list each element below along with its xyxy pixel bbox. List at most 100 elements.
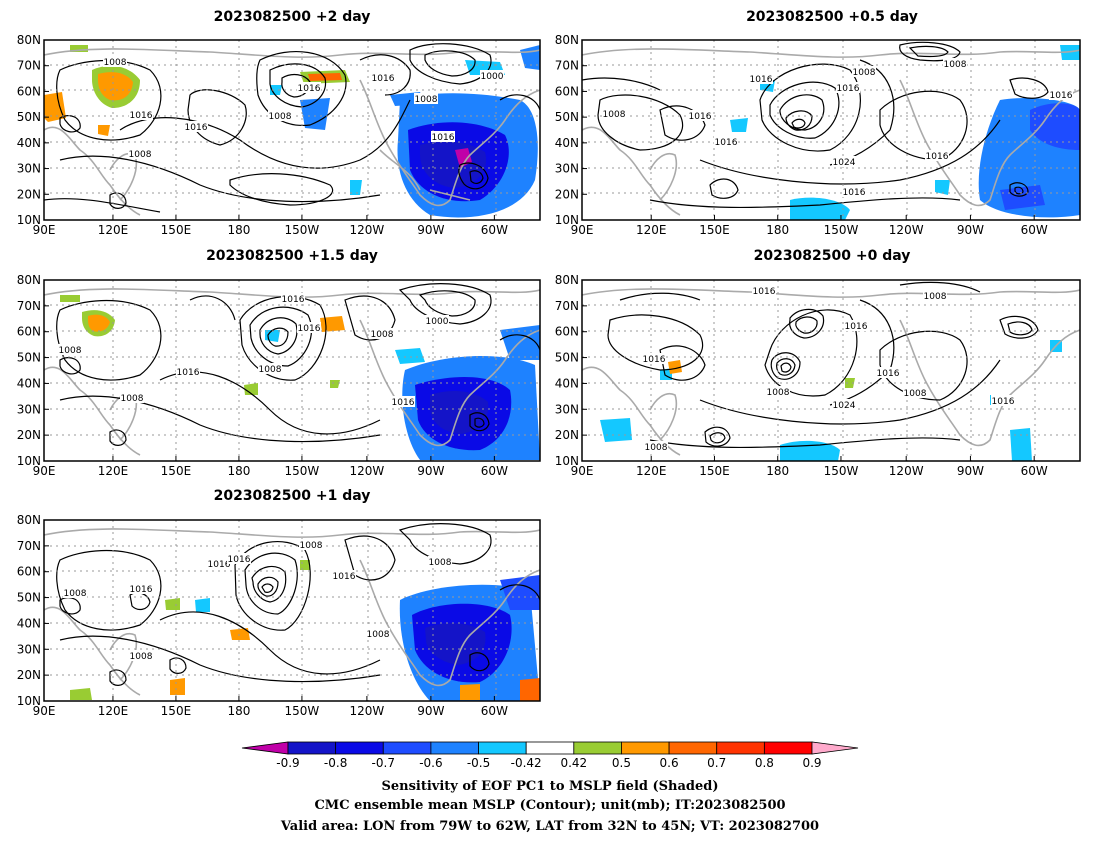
lat-tick-label: 60N xyxy=(17,565,41,579)
panel-plus1day: 2023082500 +1 day xyxy=(43,488,541,702)
contour-label: 1016 xyxy=(392,398,415,408)
gridlines xyxy=(44,520,540,701)
lon-tick-label: 120W xyxy=(350,223,385,237)
map-plot: 1016 1016 1008 1000 1008 1016 1008 1008 … xyxy=(44,280,540,461)
contour-label: 1016 xyxy=(372,74,395,84)
gridlines xyxy=(582,40,1080,220)
contour-label: 1000 xyxy=(426,317,449,327)
lat-tick-label: 50N xyxy=(555,351,579,365)
colorbar-tick-label: -0.8 xyxy=(324,756,347,770)
lon-tick-label: 150W xyxy=(285,223,320,237)
lon-tick-label: 90W xyxy=(417,223,444,237)
lat-tick-label: 30N xyxy=(555,402,579,416)
contour-label: 1008 xyxy=(130,652,153,662)
coastlines xyxy=(44,48,540,216)
lat-tick-label: 30N xyxy=(17,402,41,416)
lon-tick-label: 150E xyxy=(161,704,192,718)
sensitivity-shading xyxy=(600,340,1062,461)
contour-label: 1016 xyxy=(177,368,200,378)
contour-labels: 1016 1008 1016 1016 1008 1024 1016 1008 … xyxy=(642,285,1015,453)
lat-tick-label: 60N xyxy=(555,84,579,98)
lat-tick-label: 70N xyxy=(17,59,41,73)
panel-plus2day: 2023082500 +2 day xyxy=(43,9,541,221)
contour-label: 1016 xyxy=(1050,91,1073,101)
sensitivity-shading xyxy=(195,575,540,701)
contour-label: 1008 xyxy=(300,541,323,551)
gridlines xyxy=(582,280,1080,461)
contour-label: 1016 xyxy=(837,84,860,94)
contour-label: 1016 xyxy=(715,138,738,148)
lon-tick-label: 90E xyxy=(33,704,56,718)
caption-line-3: Valid area: LON from 79W to 62W, LAT fro… xyxy=(280,819,819,834)
contour-label: 1016 xyxy=(208,560,231,570)
lat-tick-label: 20N xyxy=(555,428,579,442)
contour-label: 1016 xyxy=(750,75,773,85)
contour-label: 1024 xyxy=(833,158,856,168)
map-frame xyxy=(581,279,1081,462)
map-plot: 1016 1008 1008 1016 1016 1016 1024 1016 … xyxy=(582,40,1080,220)
lat-tick-label: 80N xyxy=(17,33,41,47)
lat-tick-label: 40N xyxy=(555,376,579,390)
lat-tick-label: 80N xyxy=(17,513,41,527)
colorbar-tick-label: -0.5 xyxy=(467,756,490,770)
lat-tick-label: 70N xyxy=(17,539,41,553)
coastlines xyxy=(582,288,1080,456)
lat-tick-label: 20N xyxy=(17,668,41,682)
lon-tick-label: 150E xyxy=(699,223,730,237)
lon-tick-label: 180 xyxy=(766,223,789,237)
contour-label: 1016 xyxy=(298,84,321,94)
lon-tick-label: 60W xyxy=(1021,464,1048,478)
contour-label: 1016 xyxy=(992,397,1015,407)
lat-tick-label: 10N xyxy=(17,454,41,468)
colorbar-segment xyxy=(382,741,432,755)
panel-plus1-5day: 2023082500 +1.5 day xyxy=(43,248,541,462)
lat-tick-label: 40N xyxy=(555,136,579,150)
lon-tick-label: 90E xyxy=(571,464,594,478)
contour-label: 1016 xyxy=(753,287,776,297)
lat-tick-label: 70N xyxy=(17,299,41,313)
colorbar-min-arrow xyxy=(241,741,289,755)
colorbar-tick-label: 0.6 xyxy=(660,756,679,770)
lat-tick-label: 10N xyxy=(555,454,579,468)
lat-tick-label: 40N xyxy=(17,136,41,150)
colorbar-tick-label: 0.8 xyxy=(755,756,774,770)
contour-label: 1008 xyxy=(367,630,390,640)
lat-tick-label: 60N xyxy=(17,84,41,98)
lat-tick-label: 30N xyxy=(17,162,41,176)
map-frame xyxy=(43,39,541,221)
colorbar-segment xyxy=(668,741,718,755)
lon-tick-label: 180 xyxy=(227,464,250,478)
contour-labels: 1016 1016 1008 1000 1008 1016 1008 1008 … xyxy=(58,293,449,408)
lat-tick-label: 20N xyxy=(17,187,41,201)
lon-tick-label: 90E xyxy=(571,223,594,237)
map-plot: 1008 1016 1016 1000 1008 1016 1016 1016 … xyxy=(44,40,540,220)
contour-label: 1008 xyxy=(415,95,438,105)
contour-label: 1008 xyxy=(767,388,790,398)
panel-plus0-5day: 2023082500 +0.5 day xyxy=(581,9,1081,221)
caption-line-2: CMC ensemble mean MSLP (Contour); unit(m… xyxy=(314,798,785,813)
sensitivity-shading xyxy=(265,325,540,460)
lat-tick-label: 50N xyxy=(17,351,41,365)
colorbar-tick-label: 0.42 xyxy=(560,756,587,770)
contour-label: 1016 xyxy=(130,111,153,121)
contour-label: 1016 xyxy=(333,572,356,582)
contour-label: 1008 xyxy=(645,443,668,453)
lon-tick-label: 90E xyxy=(33,223,56,237)
map-plot: 1016 1016 1008 1016 1008 1008 1016 1008 … xyxy=(44,520,540,701)
positive-shading xyxy=(668,360,855,388)
colorbar-tick-label: -0.6 xyxy=(419,756,442,770)
mslp-contours xyxy=(582,41,1049,209)
colorbar-segment xyxy=(573,741,622,755)
lon-tick-label: 120W xyxy=(350,464,385,478)
contour-label: 1016 xyxy=(130,585,153,595)
contour-label: 1016 xyxy=(432,133,455,143)
caption-line-1: Sensitivity of EOF PC1 to MSLP field (Sh… xyxy=(381,779,718,794)
sensitivity-shading xyxy=(730,45,1080,220)
lon-tick-label: 120E xyxy=(98,704,129,718)
colorbar-tick-label: 0.9 xyxy=(802,756,821,770)
lon-tick-label: 90W xyxy=(957,223,984,237)
contour-label: 1016 xyxy=(877,369,900,379)
contour-labels: 1016 1008 1008 1016 1016 1016 1024 1016 … xyxy=(602,58,1073,198)
lon-tick-label: 150W xyxy=(824,223,859,237)
lat-tick-label: 10N xyxy=(17,213,41,227)
